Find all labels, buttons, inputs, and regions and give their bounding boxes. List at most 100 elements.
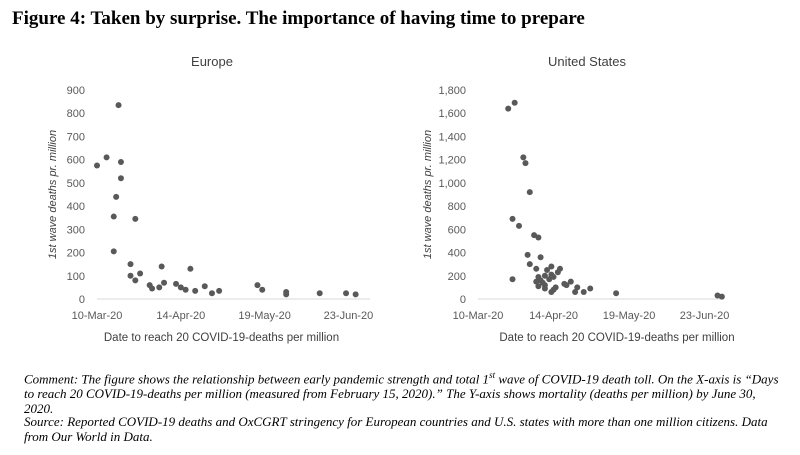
europe-data-point xyxy=(343,290,350,297)
europe-x-axis-title: Date to reach 20 COVID-19-deaths per mil… xyxy=(104,332,339,344)
europe-x-tick-label: 23-Jun-20 xyxy=(324,310,374,322)
europe-data-point xyxy=(177,284,184,291)
us-data-point xyxy=(533,265,540,272)
us-data-point xyxy=(550,273,557,280)
figure-label: Figure 4 xyxy=(12,8,80,29)
europe-data-point xyxy=(103,154,110,161)
europe-data-point xyxy=(192,287,199,294)
us-y-tick-label: 600 xyxy=(448,224,466,236)
us-data-point xyxy=(524,251,531,258)
us-data-point xyxy=(718,293,725,300)
us-data-point xyxy=(613,290,620,297)
us-data-point xyxy=(574,284,581,291)
us-y-tick-label: 1,400 xyxy=(438,131,466,143)
us-data-point xyxy=(567,278,574,285)
us-data-point xyxy=(509,276,516,283)
us-data-point xyxy=(572,289,579,296)
europe-y-tick-label: 800 xyxy=(67,108,85,120)
europe-x-tick-label: 10-Mar-20 xyxy=(72,310,123,322)
europe-data-point xyxy=(254,282,261,289)
europe-data-point xyxy=(187,265,194,272)
us-data-point xyxy=(537,254,544,261)
europe-data-point xyxy=(259,286,266,293)
us-data-point xyxy=(511,99,518,106)
us-data-point xyxy=(541,272,548,279)
europe-x-tick-label: 19-May-20 xyxy=(238,310,291,322)
us-x-tick-label: 10-Mar-20 xyxy=(453,310,504,322)
europe-data-point xyxy=(94,162,100,169)
us-data-point xyxy=(526,189,533,196)
us-y-axis-title: 1st wave deaths pr. million xyxy=(422,130,434,259)
us-y-tick-label: 1,600 xyxy=(438,108,466,120)
europe-data-point xyxy=(156,284,163,291)
europe-y-tick-label: 300 xyxy=(67,224,85,236)
europe-data-point xyxy=(127,261,134,268)
europe-x-tick-label: 14-Apr-20 xyxy=(156,310,205,322)
us-data-point xyxy=(544,266,551,273)
us-data-point xyxy=(535,283,542,290)
us-data-point xyxy=(541,285,548,292)
europe-y-tick-label: 100 xyxy=(67,271,85,283)
us-data-point xyxy=(509,215,516,222)
us-y-tick-label: 1,800 xyxy=(438,85,466,97)
europe-y-axis-title: 1st wave deaths pr. million xyxy=(47,130,59,259)
europe-data-point xyxy=(201,283,208,290)
europe-y-tick-label: 400 xyxy=(67,201,85,213)
us-data-point xyxy=(526,261,533,268)
us-x-tick-label: 14-Apr-20 xyxy=(529,310,578,322)
europe-y-tick-label: 700 xyxy=(67,131,85,143)
europe-data-point xyxy=(182,286,189,293)
us-data-point xyxy=(535,234,542,241)
europe-y-tick-label: 900 xyxy=(67,85,85,97)
us-data-point xyxy=(548,263,555,270)
europe-data-point xyxy=(113,193,120,200)
figure-source: Source: Reported COVID-19 deaths and OxC… xyxy=(24,414,768,444)
us-data-point xyxy=(563,282,570,289)
europe-data-point xyxy=(352,291,359,298)
us-data-point xyxy=(580,289,587,296)
us-y-tick-label: 0 xyxy=(460,294,466,306)
us-y-tick-label: 800 xyxy=(448,201,466,213)
europe-y-tick-label: 200 xyxy=(67,248,85,260)
us-data-point xyxy=(587,285,594,292)
europe-data-point xyxy=(110,213,117,220)
figure-title: Figure 4: Taken by surprise. The importa… xyxy=(12,8,585,30)
europe-data-point xyxy=(149,285,156,292)
us-data-point xyxy=(505,105,512,112)
us-y-tick-label: 400 xyxy=(448,248,466,260)
europe-data-point xyxy=(316,290,323,297)
us-y-tick-label: 200 xyxy=(448,271,466,283)
us-chart-title: United States xyxy=(548,54,627,69)
us-data-point xyxy=(520,154,527,161)
europe-data-point xyxy=(158,263,165,270)
us-data-point xyxy=(522,160,529,167)
europe-data-point xyxy=(283,291,290,298)
europe-data-point xyxy=(161,279,168,286)
europe-data-point xyxy=(127,272,134,279)
us-data-point xyxy=(552,284,559,291)
europe-data-point xyxy=(110,248,117,255)
us-y-tick-label: 1,000 xyxy=(438,178,466,190)
europe-scatter-chart: Europe 0 100 200 300 400 500 600 700 800 900 10-Mar… xyxy=(47,54,374,344)
europe-data-point xyxy=(137,270,144,277)
europe-data-point xyxy=(208,290,215,297)
europe-data-point xyxy=(132,277,139,284)
figure-title-text: : Taken by surprise. The importance of h… xyxy=(79,8,585,29)
europe-data-point xyxy=(117,158,124,165)
us-x-axis-title: Date to reach 20 COVID-19-deaths per mil… xyxy=(499,332,734,344)
us-data-point xyxy=(516,222,522,229)
europe-chart-title: Europe xyxy=(191,54,233,69)
europe-data-point xyxy=(115,102,122,109)
europe-data-point xyxy=(216,287,223,294)
europe-y-tick-label: 500 xyxy=(67,178,85,190)
us-x-tick-label: 23-Jun-20 xyxy=(680,310,730,322)
us-scatter-chart: United States 0 200 400 600 800 1,000 1,200 1,40… xyxy=(422,54,735,344)
europe-y-tick-label: 600 xyxy=(67,155,85,167)
us-y-tick-label: 1,200 xyxy=(438,155,466,167)
us-x-tick-label: 19-May-20 xyxy=(603,310,656,322)
europe-data-point xyxy=(132,215,139,222)
europe-data-point xyxy=(117,175,124,182)
figure-comment: Comment: The figure shows the relationsh… xyxy=(24,370,779,417)
us-data-point xyxy=(557,265,563,272)
europe-y-tick-label: 0 xyxy=(79,294,85,306)
